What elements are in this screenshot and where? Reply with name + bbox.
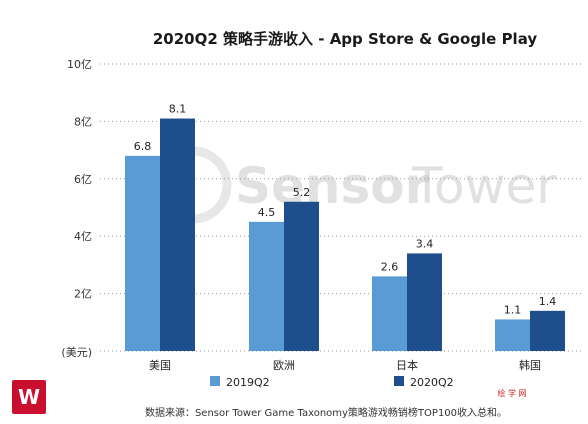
bars: 6.8 8.1 4.5 5.2 2.6 3.4 1.1 1.4: [125, 103, 565, 351]
brand-logo-icon: [12, 380, 46, 414]
category-labels: 美国 欧洲 日本 韩国: [149, 358, 541, 372]
bar: [407, 253, 442, 351]
corner-watermark: 绘 学 网: [497, 388, 526, 398]
bar: [495, 319, 530, 351]
watermark-text-bold: Sensor: [235, 157, 430, 215]
y-tick-label: 8亿: [74, 115, 92, 128]
y-axis-unit: (美元): [61, 346, 92, 359]
data-label: 2.6: [381, 260, 399, 273]
y-tick-labels: 2亿 4亿 6亿 8亿 10亿: [67, 58, 92, 301]
legend-label-2019q2: 2019Q2: [226, 376, 270, 389]
brand-logo: W: [12, 380, 46, 414]
category-label: 欧洲: [273, 359, 295, 372]
source-note: 数据来源：Sensor Tower Game Taxonomy策略游戏畅销榜TO…: [145, 406, 507, 419]
y-tick-label: 4亿: [74, 230, 92, 243]
watermark: Sensor Tower: [154, 146, 557, 224]
bar: [530, 310, 565, 351]
legend-label-2020q2: 2020Q2: [410, 376, 454, 389]
watermark-text-light: Tower: [411, 157, 557, 215]
category-label: 日本: [396, 358, 418, 372]
data-label: 1.4: [539, 295, 557, 308]
chart-title: 2020Q2 策略手游收入 - App Store & Google Play: [153, 30, 538, 48]
bar: [284, 201, 319, 351]
bar: [372, 276, 407, 351]
legend-swatch-2019q2: [210, 376, 220, 386]
data-label: 6.8: [134, 140, 152, 153]
bar: [249, 221, 284, 351]
brand-logo-glyph: W: [18, 385, 40, 409]
legend: 2019Q2 2020Q2: [210, 376, 454, 389]
data-label: 1.1: [504, 303, 522, 316]
y-tick-label: 2亿: [74, 288, 92, 301]
y-tick-label: 10亿: [67, 58, 92, 71]
bar: [125, 155, 160, 351]
data-label: 4.5: [258, 206, 276, 219]
data-label: 8.1: [169, 103, 187, 116]
bar: [160, 118, 195, 351]
category-label: 美国: [149, 359, 171, 372]
legend-swatch-2020q2: [394, 376, 404, 386]
data-label: 3.4: [416, 237, 434, 250]
y-tick-label: 6亿: [74, 173, 92, 186]
data-label: 5.2: [293, 186, 311, 199]
category-label: 韩国: [519, 358, 541, 372]
